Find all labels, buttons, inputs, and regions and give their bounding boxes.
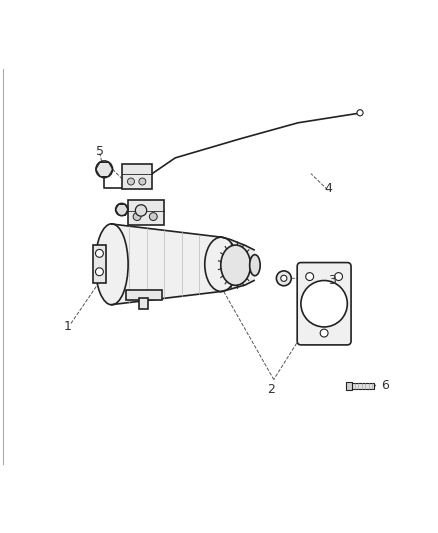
Bar [346,382,352,391]
Circle shape [139,178,146,185]
Circle shape [127,178,134,185]
Text: 5: 5 [96,146,104,158]
Circle shape [276,271,291,286]
Bar [126,290,162,300]
Bar [122,164,152,189]
Circle shape [320,329,328,337]
Circle shape [281,275,287,281]
Bar [93,246,106,283]
Ellipse shape [205,237,237,292]
Text: 6: 6 [381,379,389,392]
Text: 4: 4 [325,182,332,195]
Circle shape [306,273,314,280]
Circle shape [357,110,363,116]
Ellipse shape [221,245,251,285]
Circle shape [149,213,157,221]
Circle shape [116,204,128,216]
Ellipse shape [95,224,128,305]
Circle shape [335,273,343,280]
Circle shape [95,249,103,257]
Circle shape [96,161,113,177]
Bar [128,200,164,225]
Ellipse shape [250,255,260,276]
Bar [139,298,148,310]
Circle shape [301,280,347,327]
FancyBboxPatch shape [297,263,351,345]
Circle shape [135,205,147,216]
Text: 2: 2 [268,383,276,395]
Text: 1: 1 [64,320,72,333]
Bar [349,383,374,389]
Circle shape [95,268,103,276]
Circle shape [133,213,141,221]
Text: 3: 3 [328,274,336,287]
